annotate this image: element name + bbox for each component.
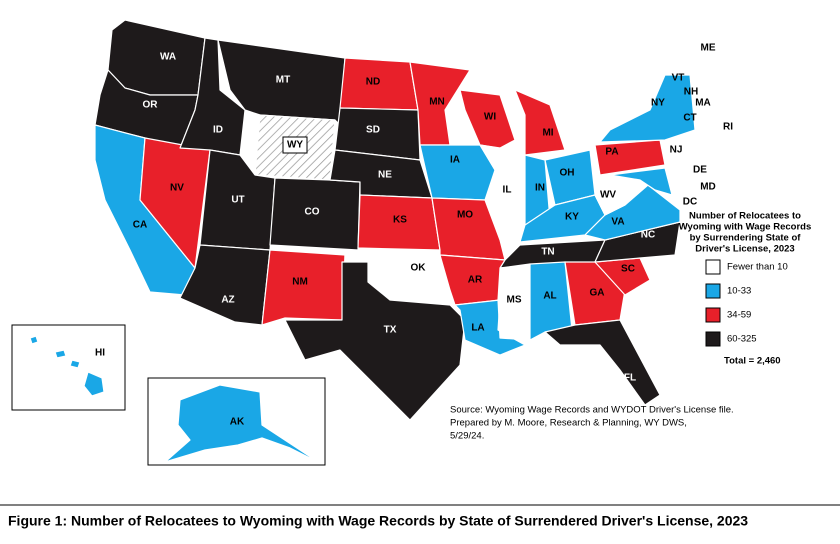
state-label: HI [95, 348, 105, 359]
source-line: 5/29/24. [450, 431, 484, 442]
legend-label: 34-59 [727, 310, 751, 321]
state-shape [69, 359, 81, 369]
state-label: FL [624, 373, 636, 384]
legend-swatch [705, 283, 721, 299]
state-shape [497, 263, 531, 341]
state-shape [419, 144, 496, 201]
state-label: ID [213, 125, 223, 136]
state-shape [284, 261, 466, 421]
state-label: NC [641, 230, 655, 241]
state-label: LA [471, 323, 484, 334]
state-label: CT [683, 113, 696, 124]
state-label: NE [378, 170, 392, 181]
state-shape [431, 197, 506, 261]
state-label: WI [484, 112, 496, 123]
state-shape [544, 319, 661, 406]
state-shape [107, 19, 206, 96]
legend-swatch [705, 259, 721, 275]
legend-title: Wyoming with Wage Records [679, 222, 812, 233]
state-label: KS [393, 215, 407, 226]
state-label: AK [230, 417, 245, 428]
state-label: OR [143, 100, 159, 111]
state-label: PA [605, 147, 618, 158]
state-shape [164, 384, 319, 463]
source-line: Source: Wyoming Wage Records and WYDOT D… [450, 405, 734, 416]
legend-swatch [705, 331, 721, 347]
state-label: VA [611, 217, 624, 228]
state-label: SC [621, 264, 635, 275]
legend-label: 60-325 [727, 334, 757, 345]
state-label: ND [366, 77, 380, 88]
state-label: NH [684, 87, 698, 98]
state-shape [694, 109, 713, 125]
hawaii-inset [11, 324, 126, 411]
state-label: GA [590, 288, 605, 299]
state-label: NM [292, 277, 308, 288]
legend-label: 10-33 [727, 286, 751, 297]
state-shape [594, 139, 666, 176]
state-label: NJ [670, 145, 683, 156]
state-shape [667, 167, 677, 189]
state-label: IN [535, 183, 545, 194]
state-label: DC [683, 197, 697, 208]
state-shape [609, 167, 673, 196]
label-box [282, 136, 308, 154]
state-label: TN [541, 247, 554, 258]
state-label: UT [231, 195, 244, 206]
state-label: AZ [221, 295, 234, 306]
state-label: WA [160, 52, 176, 63]
state-shape [711, 109, 721, 123]
legend-title: Driver's License, 2023 [695, 244, 794, 255]
state-label: TX [384, 325, 397, 336]
state-label: OK [411, 263, 427, 274]
state-label: MS [507, 295, 522, 306]
state-shape [479, 144, 526, 236]
state-shape [692, 94, 736, 113]
state-label: KY [565, 212, 579, 223]
state-label: WV [600, 190, 616, 201]
state-label: MN [429, 97, 445, 108]
caption: Figure 1: Number of Relocatees to Wyomin… [8, 513, 748, 529]
state-label: SD [366, 125, 380, 136]
state-label: VT [672, 73, 685, 84]
state-label: DE [693, 165, 707, 176]
source-line: Prepared by M. Moore, Research & Plannin… [450, 418, 687, 429]
state-label: AR [468, 275, 483, 286]
state-label: MD [700, 182, 716, 193]
states [29, 19, 766, 463]
state-label: ME [701, 43, 716, 54]
state-shape [29, 335, 39, 345]
legend-swatch [705, 307, 721, 323]
state-label: CO [305, 207, 320, 218]
state-shape [711, 19, 766, 91]
legend-title: by Surrendering State of [690, 233, 802, 244]
state-label: NV [170, 183, 184, 194]
state-label: AL [543, 291, 556, 302]
legend-label: Fewer than 10 [727, 262, 788, 273]
state-label: MT [276, 75, 290, 86]
state-label: MO [457, 210, 473, 221]
state-shape [599, 74, 696, 143]
state-label: CA [133, 220, 147, 231]
state-label: RI [723, 122, 733, 133]
state-label: IA [450, 155, 460, 166]
state-label: MI [542, 128, 553, 139]
state-label: OH [560, 168, 575, 179]
source-note: Source: Wyoming Wage Records and WYDOT D… [450, 405, 734, 442]
state-shape [514, 89, 566, 156]
state-label: IL [503, 185, 512, 196]
state-label: NY [651, 98, 665, 109]
state-label: MA [695, 98, 711, 109]
state-label: WY [287, 140, 303, 151]
legend-title: Number of Relocatees to [689, 211, 801, 222]
state-labels: WA OR CA NV ID MT WY UT CO AZ NM ND SD NE KS OK TX MN IA MO… [95, 43, 733, 428]
state-shape [83, 371, 105, 397]
state-shape [54, 349, 67, 359]
state-shape [261, 249, 346, 326]
legend-total: Total = 2,460 [724, 356, 781, 367]
state-shape [594, 174, 641, 216]
